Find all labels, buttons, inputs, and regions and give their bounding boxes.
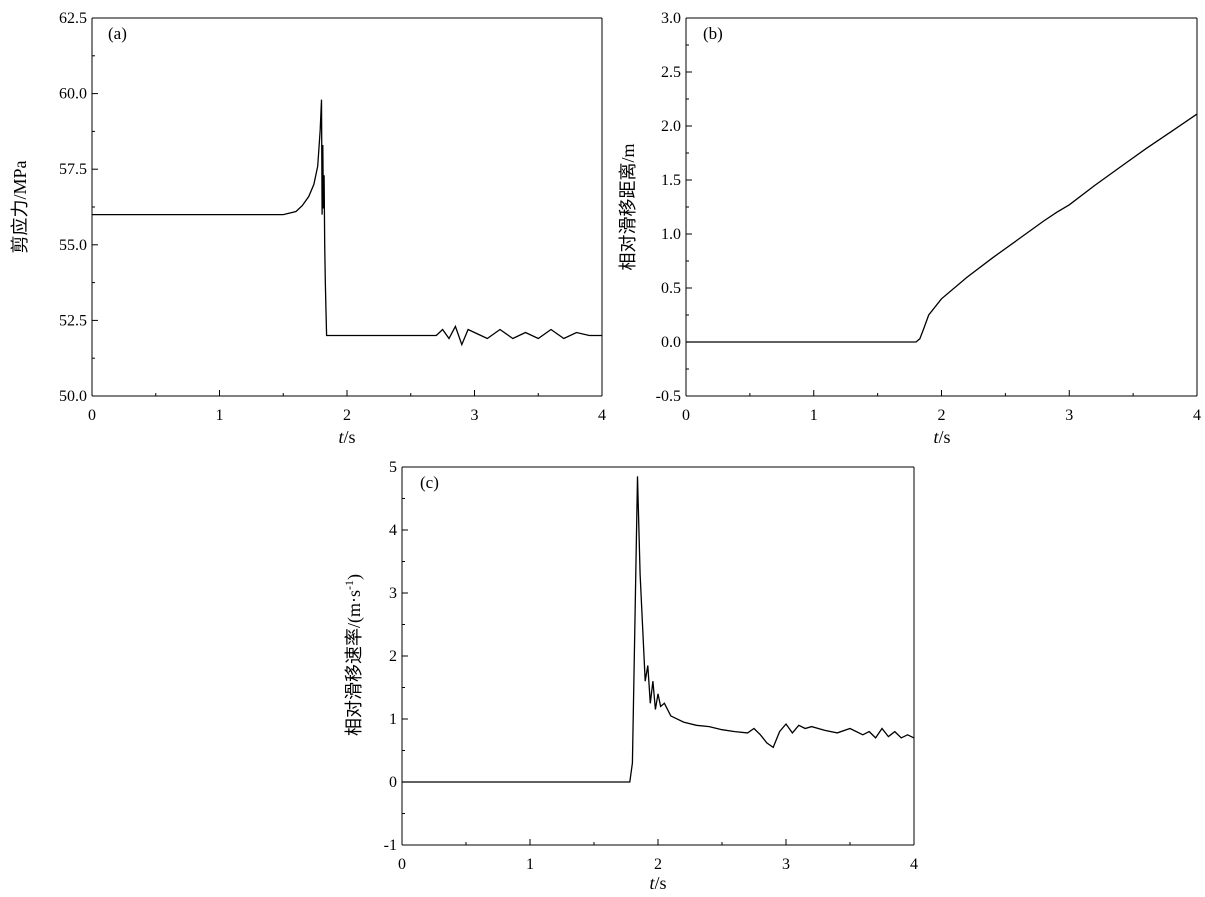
panel-a: 0 1 2 3 4 50.0 52.5 55.0 57.5 60.0 62.5 (a) t/s 剪应… (10, 10, 606, 447)
panel-c-series-line (402, 476, 915, 783)
panel-a-series-line (92, 99, 602, 347)
panel-b-y-tick-label: 1.0 (661, 226, 681, 243)
panel-b-x-tick-label: 4 (1193, 407, 1201, 424)
panel-a-x-tick-label: 4 (598, 407, 606, 424)
panel-a-y-tick-label: 62.5 (59, 10, 87, 27)
panel-c-y-tick-label: 4 (389, 522, 397, 539)
panel-a-y-tick-label: 60.0 (59, 86, 87, 103)
panel-a-x-tick-label: 1 (216, 407, 224, 424)
panel-c-label: (c) (420, 473, 439, 492)
panel-c-y-tick-label: 1 (389, 711, 397, 728)
panel-a-y-tick-label: 55.0 (59, 237, 87, 254)
panel-b-x-tick-label: 0 (682, 407, 690, 424)
panel-c-y-tick-label: 5 (389, 459, 397, 476)
panel-c-x-tick-label: 2 (654, 856, 662, 873)
panel-b-y-tick-label: 3.0 (661, 10, 681, 27)
panel-b-x-tick-label: 1 (810, 407, 818, 424)
panel-b-y-tick-label: 2.5 (661, 64, 681, 81)
panel-c-y-tick-label: -1 (384, 837, 397, 854)
panel-c-y-tick-label: 2 (389, 648, 397, 665)
panel-c-x-tick-label: 1 (526, 856, 534, 873)
panel-b-y-axis-title: 相对滑移距离/m (618, 143, 638, 270)
panel-b-label: (b) (703, 24, 723, 43)
panel-a-y-tick-label: 50.0 (59, 388, 87, 405)
panel-c-y-axis-title: 相对滑移速率/(m·s-1) (342, 574, 365, 736)
panel-c-x-axis-title: t/s (649, 873, 666, 893)
panel-b-y-tick-label: 2.0 (661, 118, 681, 135)
panel-a-y-tick-label: 52.5 (59, 312, 87, 329)
panel-c-x-tick-label: 4 (910, 856, 918, 873)
panel-c-x-tick-label: 0 (398, 856, 406, 873)
panel-b-ticks: 0 1 2 3 4 -0.5 0.0 0.5 1.0 1.5 2.0 2.5 3.0 (656, 10, 1201, 424)
panel-b-x-tick-label: 3 (1065, 407, 1073, 424)
panel-b-series-line (686, 113, 1198, 343)
panel-a-y-tick-label: 57.5 (59, 161, 87, 178)
panel-a-ticks: 0 1 2 3 4 50.0 52.5 55.0 57.5 60.0 62.5 (59, 10, 606, 424)
panel-a-y-axis-title: 剪应力/MPa (10, 160, 30, 253)
panel-a-x-tick-label: 0 (88, 407, 96, 424)
panel-b-y-tick-label: 0.0 (661, 334, 681, 351)
panel-b-y-tick-label: -0.5 (656, 388, 681, 405)
panel-b-x-tick-label: 2 (938, 407, 946, 424)
panel-a-x-tick-label: 3 (471, 407, 479, 424)
panel-a-label: (a) (108, 24, 127, 43)
panel-b-y-tick-label: 0.5 (661, 280, 681, 297)
panel-c-y-tick-label: 3 (389, 585, 397, 602)
panel-a-x-axis-title: t/s (338, 427, 355, 447)
panel-b-y-tick-label: 1.5 (661, 172, 681, 189)
panel-c-y-tick-label: 0 (389, 774, 397, 791)
panel-b: 0 1 2 3 4 -0.5 0.0 0.5 1.0 1.5 2.0 2.5 3.0 (b) t/s 相… (618, 10, 1201, 447)
panel-c-x-tick-label: 3 (782, 856, 790, 873)
panel-b-x-axis-title: t/s (933, 427, 950, 447)
panel-a-x-tick-label: 2 (343, 407, 351, 424)
